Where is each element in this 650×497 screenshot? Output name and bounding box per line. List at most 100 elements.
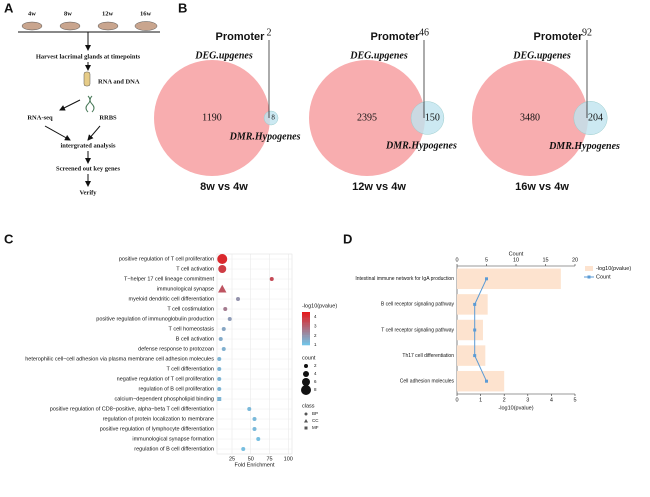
y-tick-label: T cell receptor signaling pathway [381, 327, 454, 333]
dot [217, 357, 222, 361]
legend-dot [302, 378, 310, 386]
venn-set [154, 60, 270, 176]
y-tick-label: immunological synapse formation [132, 436, 214, 442]
color-bar [302, 323, 310, 326]
color-bar [302, 326, 310, 329]
venn-caption: 12w vs 4w [352, 181, 406, 193]
legend-title: -log10(pvalue) [302, 303, 337, 309]
y-tick-label: T−helper 17 cell lineage commitment [124, 276, 215, 282]
venn-count: 8 [271, 114, 275, 122]
line-point [485, 277, 488, 281]
y-tick-label: T cell activation [176, 266, 214, 272]
venn-title: Promoter [216, 31, 266, 43]
color-bar [302, 312, 310, 314]
y-tick-label: positive regulation of T cell proliferat… [119, 256, 214, 262]
bar [457, 268, 561, 290]
venn-set [309, 60, 425, 176]
x-tick-label: 25 [229, 456, 235, 462]
venn-count: 204 [588, 112, 603, 123]
timepoint: 8w [64, 10, 72, 17]
dot [217, 367, 222, 371]
dot [252, 417, 257, 421]
legend-tick: 6 [314, 379, 317, 384]
venn-title: Promoter [534, 31, 584, 43]
step: Screened out key genes [56, 165, 120, 172]
venn-count: 46 [419, 27, 429, 38]
color-bar [302, 316, 310, 319]
line-point [485, 379, 488, 383]
workflow: 4w 8w 12w 16w Harvest lacrimal glands at… [18, 10, 160, 196]
venn-set [573, 101, 608, 135]
dot [217, 397, 222, 401]
venn-caption: 8w vs 4w [200, 181, 248, 193]
y-tick-label: T cell costimulation [167, 306, 214, 312]
legend-title: count [302, 355, 316, 361]
x-axis-title: -log10(pvalue) [498, 405, 533, 411]
y-tick-label: Intestinal immune network for IgA produc… [355, 276, 454, 282]
y-tick-label: positive regulation of immunoglobulin pr… [96, 316, 214, 322]
venn-set [263, 110, 279, 126]
dot [218, 265, 227, 273]
color-bar [302, 335, 310, 338]
y-tick-label: positive regulation of CD8−positive, alp… [50, 406, 214, 412]
dot [252, 427, 257, 431]
legend-swatch [585, 266, 593, 271]
x-axis-title: Fold Enrichment [234, 462, 275, 468]
y-tick-label: regulation of protein localization to me… [103, 416, 214, 422]
y-tick-label: myeloid dendritic cell differentiation [129, 296, 215, 302]
venn-caption: 16w vs 4w [515, 181, 569, 193]
legend-dot [303, 371, 309, 377]
line-point [473, 302, 477, 306]
venn-count: 150 [425, 112, 440, 123]
step: Harvest lacrimal glands at timepoints [36, 53, 141, 60]
x2-tick-label: 5 [485, 257, 488, 263]
x2-axis-title: Count [509, 251, 524, 257]
legend-label: CC [312, 418, 319, 423]
color-bar [302, 336, 310, 339]
x-tick-label: 3 [526, 397, 529, 403]
color-bar [302, 331, 310, 334]
dot [256, 437, 261, 441]
bar [457, 319, 483, 341]
y-tick-label: positive regulation of lymphocyte differ… [100, 426, 214, 432]
color-bar [302, 315, 310, 318]
panel-label: C [4, 231, 14, 246]
dot [227, 317, 232, 321]
set-label: DEG.upgenes [512, 50, 571, 61]
timepoint: 16w [140, 10, 152, 17]
color-bar [302, 318, 310, 321]
legend-label: -log10(pvalue) [596, 266, 631, 272]
legend-tick: 8 [314, 387, 317, 392]
legend-title: class [302, 403, 315, 409]
legend-tick: 4 [314, 371, 317, 376]
step: intergrated analysis [60, 142, 116, 149]
dot [218, 284, 227, 293]
dot [217, 254, 228, 264]
panel-label: D [343, 231, 352, 246]
y-tick-label: Th17 cell differentiation [402, 353, 454, 359]
legend-tick: 2 [314, 363, 317, 368]
set-label: DMR.Hypogenes [385, 141, 457, 152]
step: RNA-seq [27, 114, 53, 121]
legend-swatch [587, 275, 591, 279]
y-tick-label: regulation of B cell proliferation [138, 386, 214, 392]
dot [236, 297, 240, 301]
legend-tick: 4 [314, 314, 317, 319]
bar [457, 370, 505, 392]
legend-shape [304, 412, 308, 416]
plot-area [216, 253, 293, 455]
dot [241, 447, 246, 451]
color-bar [302, 320, 310, 323]
x-tick-label: 100 [284, 456, 293, 462]
venn-count: 2395 [357, 112, 377, 123]
venn-title: Promoter [371, 31, 421, 43]
dot [269, 277, 274, 281]
y-tick-label: T cell homeostasis [169, 326, 215, 332]
color-bar [302, 341, 310, 344]
venn-set [472, 60, 588, 176]
color-bar [302, 338, 310, 341]
y-tick-label: negative regulation of T cell proliferat… [117, 376, 214, 382]
color-bar [302, 343, 310, 346]
color-bar [302, 328, 310, 331]
